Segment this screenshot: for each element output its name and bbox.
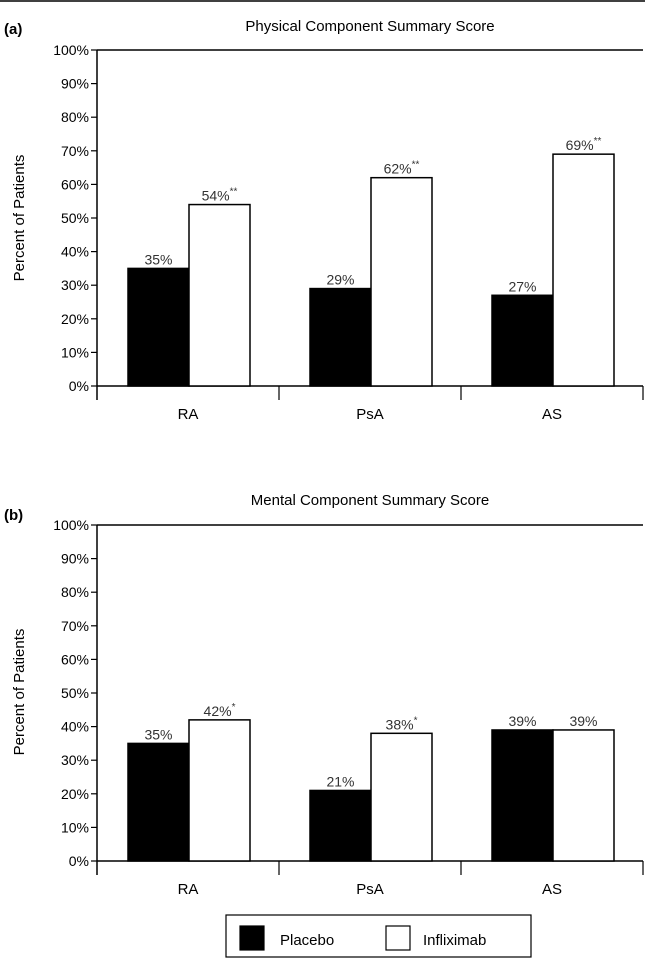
panel-a-bar-infliximab-as [552,153,615,387]
panel-a-y-tick-label: 10% [61,344,89,360]
panel-a-data-label-infliximab-ra: 54%** [202,187,238,204]
panel-a-data-label-placebo-as: 27% [508,278,536,294]
legend-label-infliximab: Infliximab [423,932,486,949]
panel-b-y-tick-label: 10% [61,819,89,835]
panel-b-data-label-infliximab-ra: 42%* [204,702,236,719]
panel-b-data-label-infliximab-psa: 38%* [386,715,418,732]
panel-a-y-tick-label: 0% [69,378,89,394]
panel-a-y-tick-label: 20% [61,311,89,327]
legend: Placebo Infliximab [225,914,532,958]
panel-a-data-label-placebo-ra: 35% [144,251,172,267]
panel-b-title: Mental Component Summary Score [251,492,489,509]
panel-a-data-label-infliximab-psa: 62%** [384,160,420,177]
panel-b-category-label-as: AS [542,881,562,898]
panel-a-bar-placebo-as [491,294,554,387]
panel-a-data-label-placebo-psa: 29% [326,272,354,288]
panel-b-y-tick-label: 80% [61,584,89,600]
panel-b-bar-infliximab-ra [188,719,251,862]
panel-b-bar-infliximab-psa [370,732,433,862]
panel-a-label: (a) [4,21,22,38]
legend-swatch-infliximab [385,925,411,951]
panel-a-bar-placebo-ra [127,267,190,387]
panel-b-data-label-placebo-as: 39% [508,713,536,729]
panel-b-y-tick-label: 100% [53,517,89,533]
panel-a-title: Physical Component Summary Score [245,18,494,35]
panel-a-y-tick-label: 40% [61,244,89,260]
panel-b-y-tick-label: 20% [61,786,89,802]
legend-box [225,914,532,958]
panel-a-y-tick-label: 100% [53,42,89,58]
panel-a-y-tick-label: 70% [61,143,89,159]
panel-b-y-tick-label: 70% [61,618,89,634]
panel-b-bar-infliximab-as [552,729,615,862]
panel-b-y-tick-label: 40% [61,719,89,735]
panel-a-y-tick-label: 30% [61,277,89,293]
panel-a-y-tick-label: 60% [61,176,89,192]
panel-b: (b) Mental Component Summary Score Perce… [4,492,644,898]
panel-b-category-label-ra: RA [178,881,199,898]
panel-b-bar-placebo-psa [309,789,372,862]
panel-b-y-tick-label: 0% [69,853,89,869]
panel-a-bar-infliximab-ra [188,203,251,387]
panel-a-data-label-infliximab-as: 69%** [566,136,602,153]
panel-a-bar-infliximab-psa [370,176,433,387]
panel-b-data-label-placebo-psa: 21% [326,773,354,789]
panel-a-category-label-ra: RA [178,406,199,423]
legend-swatch-placebo [239,925,265,951]
panel-b-data-label-infliximab-as: 39% [569,713,597,729]
panel-a-y-tick-label: 90% [61,76,89,92]
legend-label-placebo: Placebo [280,932,334,949]
panel-a-y-tick-label: 50% [61,210,89,226]
panel-b-y-tick-label: 30% [61,752,89,768]
panel-b-y-tick-label: 50% [61,685,89,701]
panel-b-bar-placebo-ra [127,742,190,862]
panel-a-y-tick-label: 80% [61,109,89,125]
panel-b-y-axis-label: Percent of Patients [11,629,28,756]
panel-b-data-label-placebo-ra: 35% [144,726,172,742]
panel-a-bar-placebo-psa [309,287,372,387]
panel-b-y-tick-label: 90% [61,551,89,567]
panel-b-bar-placebo-as [491,729,554,862]
panel-a-category-label-psa: PsA [356,406,384,423]
panel-a-category-label-as: AS [542,406,562,423]
panel-b-label: (b) [4,507,23,524]
panel-a-y-axis-label: Percent of Patients [11,155,28,282]
panel-b-category-label-psa: PsA [356,881,384,898]
panel-a: (a) Physical Component Summary Score Per… [4,18,644,423]
panel-b-y-tick-label: 60% [61,651,89,667]
